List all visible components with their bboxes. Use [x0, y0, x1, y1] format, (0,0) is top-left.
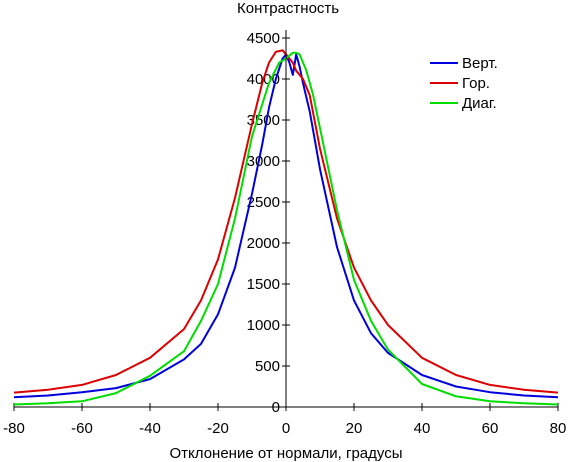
y-tick-label: 3000 [247, 153, 280, 170]
x-tick-label: 0 [282, 420, 290, 437]
y-tick-label: 4500 [247, 30, 280, 47]
y-tick-label: 1000 [247, 317, 280, 334]
y-axis-title: Контрастность [237, 0, 339, 17]
x-axis-title: Отклонение от нормали, градусы [170, 445, 403, 462]
y-tick-label: 2000 [247, 235, 280, 252]
x-tick-label: -60 [71, 420, 93, 437]
legend-label: Верт. [462, 55, 498, 72]
series-lines [13, 49, 559, 406]
x-tick-label: 20 [346, 420, 363, 437]
series-line-2 [13, 49, 559, 394]
x-tick-label: 60 [482, 420, 499, 437]
x-tick-label: -20 [207, 420, 229, 437]
y-tick-label: 500 [255, 358, 280, 375]
y-tick-label: 2500 [247, 194, 280, 211]
legend-label: Диаг. [462, 95, 497, 112]
x-tick-label: -40 [139, 420, 161, 437]
series-line-3 [13, 51, 559, 406]
x-axis-ticks: -80 -60 -40 -20 0 20 40 60 80 [3, 403, 566, 437]
legend: Верт. Гор. Диаг. [430, 55, 498, 112]
x-tick-label: 40 [414, 420, 431, 437]
series-line-1 [13, 53, 559, 399]
legend-label: Гор. [462, 75, 490, 92]
x-tick-label: 80 [550, 420, 567, 437]
y-tick-label: 1500 [247, 276, 280, 293]
x-tick-label: -80 [3, 420, 25, 437]
